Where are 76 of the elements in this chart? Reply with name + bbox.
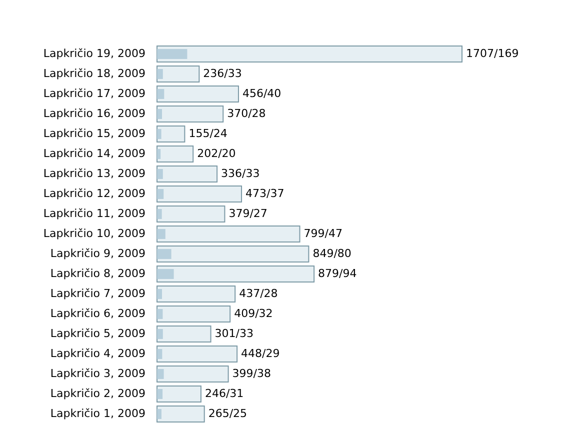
data-label: 448/29 (241, 347, 280, 360)
bar (157, 229, 166, 239)
bar (157, 409, 162, 419)
y-tick-label: Lapkričio 16, 2009 (43, 107, 146, 120)
data-label: 456/40 (242, 87, 282, 100)
data-label: 370/28 (227, 107, 266, 120)
y-tick-label: Lapkričio 3, 2009 (50, 367, 146, 380)
data-label: 473/37 (246, 187, 284, 200)
bar (156, 126, 186, 142)
y-tick-label: Lapkričio 14, 2009 (43, 147, 146, 160)
bar (156, 246, 310, 262)
data-label: 265/25 (208, 407, 248, 420)
y-tick-label: Lapkričio 12, 2009 (43, 187, 146, 200)
bar (156, 166, 218, 182)
bar (156, 306, 231, 322)
bar (157, 249, 172, 259)
bar (156, 106, 224, 122)
data-label: 246/31 (204, 387, 244, 400)
bar (157, 349, 162, 359)
y-tick-label: Lapkričio 8, 2009 (50, 267, 146, 280)
data-label: 236/33 (203, 67, 242, 80)
bar (157, 109, 162, 119)
y-tick-label: Lapkričio 15, 2009 (43, 127, 146, 140)
bar (156, 346, 238, 362)
data-label: 879/94 (318, 267, 357, 280)
bar (157, 309, 163, 319)
data-label: 336/33 (221, 167, 260, 180)
bar (156, 266, 315, 282)
y-tick-label: Lapkričio 11, 2009 (43, 207, 146, 220)
y-tick-label: Lapkričio 18, 2009 (43, 67, 146, 80)
bar (156, 66, 200, 82)
y-tick-label: Lapkričio 4, 2009 (50, 347, 146, 360)
bar (157, 149, 161, 159)
bar (156, 386, 202, 402)
bar (157, 49, 188, 59)
bar (157, 369, 164, 379)
data-label: 379/27 (228, 207, 268, 220)
bar (156, 86, 239, 102)
bar (156, 186, 242, 202)
bar (157, 169, 163, 179)
bar (157, 69, 163, 79)
y-tick-label: Lapkričio 19, 2009 (43, 47, 146, 60)
data-label: 301/33 (214, 327, 254, 340)
data-label: 1707/169 (466, 47, 519, 60)
data-label: 399/38 (232, 367, 271, 380)
bar (156, 226, 300, 242)
data-label: 155/24 (188, 127, 228, 140)
bar (156, 46, 462, 62)
bar (157, 289, 162, 299)
y-tick-label: Lapkričio 13, 2009 (43, 167, 146, 180)
data-label: 799/47 (304, 227, 342, 240)
bar (157, 209, 162, 219)
data-label: 849/80 (312, 247, 352, 260)
bar (157, 129, 162, 139)
bar (156, 286, 236, 302)
data-label: 409/32 (234, 307, 273, 320)
y-tick-label: Lapkričio 2, 2009 (50, 387, 146, 400)
y-tick-label: Lapkričio 7, 2009 (50, 287, 146, 300)
bar (156, 406, 205, 422)
bar (156, 206, 226, 222)
bar (156, 146, 194, 162)
y-tick-label: Lapkričio 10, 2009 (43, 227, 146, 240)
bar (157, 329, 163, 339)
y-tick-label: Lapkričio 1, 2009 (50, 407, 146, 420)
bar (157, 189, 164, 199)
bar (157, 269, 174, 279)
data-label: 202/20 (197, 147, 236, 160)
bar (156, 326, 212, 342)
bar (157, 89, 164, 99)
y-tick-label: Lapkričio 5, 2009 (50, 327, 146, 340)
y-tick-label: Lapkričio 9, 2009 (50, 247, 146, 260)
data-label: 437/28 (239, 287, 278, 300)
bar (157, 389, 163, 399)
bar (156, 366, 229, 382)
y-tick-label: Lapkričio 17, 2009 (43, 87, 146, 100)
y-tick-label: Lapkričio 6, 2009 (50, 307, 146, 320)
